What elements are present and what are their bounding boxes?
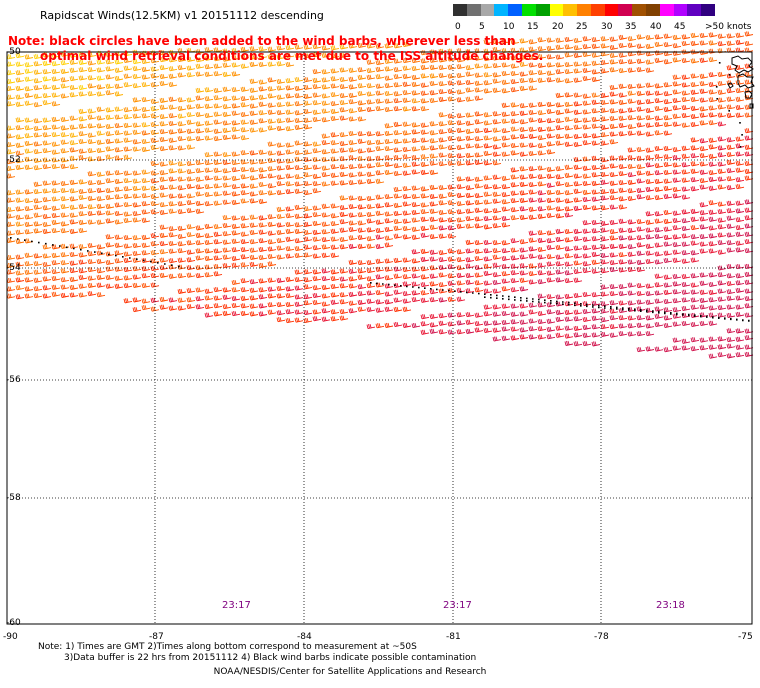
lon-label: -87 [149,632,164,642]
legend-label: 35 [625,22,637,32]
lon-label: -78 [594,632,609,642]
legend-label: 0 [455,22,461,32]
legend-swatch [521,4,537,16]
legend-swatch [563,4,578,16]
note-line-1: Note: black circles have been added to t… [8,34,516,48]
legend-swatch [701,4,716,16]
lat-label: -56 [6,375,21,385]
wind-barbs [6,31,754,359]
wind-barb-group [6,32,727,291]
lon-label: -75 [738,632,753,642]
legend-label: 5 [479,22,485,32]
footnote-line-2: 3)Data buffer is 22 hrs from 20151112 4)… [64,653,477,663]
wind-barb-group [6,44,349,155]
coastline-segment [727,82,734,89]
lat-label: -50 [6,47,21,57]
legend-swatch [632,4,647,16]
time-label: 23:17 [443,600,472,611]
legend-swatch [659,4,675,16]
footnotes: Note: 1) Times are GMT 2)Times along bot… [38,642,476,664]
wind-barb-group [150,121,754,341]
legend-swatch [673,4,688,16]
lat-label: -54 [6,263,21,273]
legend-label: 15 [527,22,539,32]
legend-swatch [466,4,482,16]
wind-barb-group [6,38,529,227]
time-label: 23:17 [222,600,251,611]
legend-swatch [453,4,468,16]
map-frame [6,51,753,625]
legend-label: 45 [674,22,686,32]
map-title: Rapidscat Winds(12.5KM) v1 20151112 desc… [40,9,324,22]
lon-label: -81 [446,632,461,642]
lon-label: -84 [297,632,312,642]
legend-swatch [604,4,619,16]
lat-label: -58 [6,493,21,503]
legend-swatch [508,4,523,16]
wind-barb-group [6,50,142,91]
lat-label: -60 [6,618,21,628]
legend-swatch [687,4,702,16]
legend-label: >50 knots [705,22,752,32]
wind-barb-group [411,199,754,359]
contamination-note: Note: black circles have been added to t… [8,34,543,64]
legend-swatch [480,4,495,16]
legend-swatch [618,4,633,16]
wind-barb-group [15,39,754,329]
lon-label: -90 [3,632,18,642]
coastline-segment [737,73,755,89]
legend-swatch [590,4,606,16]
legend-label: 40 [650,22,662,32]
legend-label: 25 [576,22,588,32]
legend-label: 20 [552,22,564,32]
lat-lon-grid [7,52,752,624]
legend-swatch [577,4,592,16]
wind-barb-group [6,31,754,312]
legend-label: 30 [601,22,613,32]
legend-label: 10 [503,22,515,32]
legend-swatch [646,4,661,16]
legend-swatch [549,4,564,16]
lat-label: -52 [6,155,21,165]
wind-speed-legend: 0 5 10 15 20 25 30 35 40 45 >50 knots [453,4,760,34]
coastline-segment [731,55,754,74]
legend-swatch [535,4,551,16]
footnote-line-1: Note: 1) Times are GMT 2)Times along bot… [38,642,417,652]
time-label: 23:18 [656,600,685,611]
coastline-segment [744,90,753,99]
note-line-2: optimal wind retrieval conditions are me… [40,49,544,63]
legend-swatch [494,4,509,16]
credit-line: NOAA/NESDIS/Center for Satellite Applica… [213,667,487,677]
